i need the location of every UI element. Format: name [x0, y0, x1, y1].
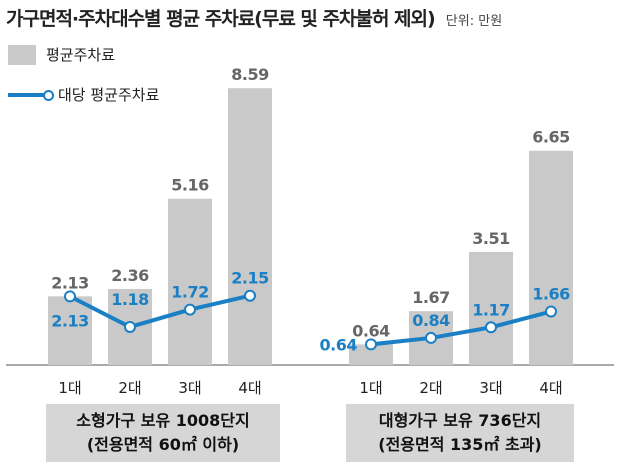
legend-bar-label: 평균주차료 [46, 46, 116, 64]
line-point-g2-2 [425, 331, 437, 344]
x-tick-label-g2-2: 2대 [419, 379, 442, 397]
group-label-large-line1: 대형가구 보유 736단지 [378, 411, 542, 430]
legend-bar-item: 평균주차료 [8, 44, 115, 65]
line-point-g1-2 [124, 320, 136, 333]
line-value-label-g1-1: 2.13 [51, 311, 88, 330]
legend-line-item: 대당 평균주차료 [8, 84, 159, 105]
title-row: 가구면적·주차대수별 평균 주차료(무료 및 주차불허 제외) 단위: 만원 [6, 4, 502, 31]
series-line-g1 [69, 293, 251, 329]
bar-value-label-g1-1: 2.13 [51, 273, 88, 292]
x-tick-label-g2-1: 1대 [359, 379, 382, 397]
line-value-label-g1-4: 2.15 [231, 269, 269, 288]
group-label-small-line2: (전용면적 60㎡ 이하) [86, 435, 240, 454]
group-label-small: 소형가구 보유 1008단지 (전용면적 60㎡ 이하) [46, 404, 280, 462]
x-tick-label-g1-4: 4대 [238, 379, 261, 397]
bar-g1-3 [168, 198, 212, 365]
group-label-large: 대형가구 보유 736단지 (전용면적 135㎡ 초과) [346, 404, 574, 462]
bar-g2-4 [529, 150, 573, 365]
bar-g1-1 [48, 296, 92, 365]
group-label-small-line1: 소형가구 보유 1008단지 [76, 411, 250, 430]
line-point-g1-4 [244, 289, 256, 302]
line-value-label-g1-2: 1.18 [111, 290, 149, 309]
chart-plot: 2.13 1대 2.36 2대 5.16 3대 8.59 4대 2.13 1.18 1.72 2.15… [6, 65, 614, 397]
bar-g2-1 [349, 344, 393, 365]
bar-value-label-g1-3: 5.16 [171, 176, 209, 195]
line-value-label-g1-3: 1.72 [171, 283, 208, 302]
line-value-label-g2-2: 0.84 [412, 311, 450, 330]
x-tick-label-g1-1: 1대 [58, 379, 81, 397]
bar-value-label-g1-2: 2.36 [111, 266, 149, 285]
x-tick-label-g1-2: 2대 [118, 379, 141, 397]
line-value-label-g2-3: 1.17 [472, 300, 509, 319]
x-tick-label-g1-3: 3대 [178, 379, 201, 397]
chart-title: 가구면적·주차대수별 평균 주차료(무료 및 주차불허 제외) [6, 8, 436, 30]
line-point-g2-4 [545, 305, 557, 318]
line-point-g2-3 [485, 321, 497, 334]
bar-g1-4 [228, 88, 272, 365]
series-line-g2 [370, 309, 552, 347]
x-tick-label-g2-3: 3대 [479, 379, 502, 397]
legend-bar-swatch [8, 44, 36, 65]
bar-value-label-g2-1: 0.64 [352, 321, 390, 340]
line-point-g1-1 [64, 290, 76, 303]
line-point-g2-1 [365, 338, 377, 351]
line-point-g1-3 [184, 303, 196, 316]
bar-value-label-g1-4: 8.59 [231, 65, 269, 84]
line-value-label-g2-4: 1.66 [532, 285, 570, 304]
legend-line-label: 대당 평균주차료 [58, 86, 160, 104]
bar-g2-3 [469, 251, 513, 365]
bar-value-label-g2-3: 3.51 [472, 229, 510, 248]
x-tick-label-g2-4: 4대 [539, 379, 562, 397]
line-value-label-g2-1: 0.64 [320, 335, 358, 354]
bar-value-label-g2-2: 1.67 [412, 288, 449, 307]
group-label-large-line2: (전용면적 135㎡ 초과) [378, 435, 542, 454]
unit-label: 단위: 만원 [445, 14, 503, 29]
legend-line-swatch [8, 85, 54, 105]
bar-value-label-g2-4: 6.65 [532, 128, 570, 147]
